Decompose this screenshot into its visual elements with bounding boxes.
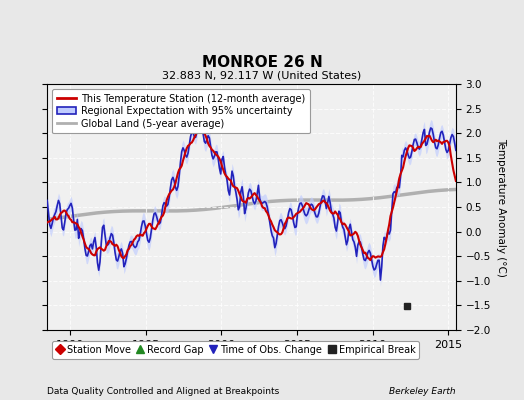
Text: MONROE 26 N: MONROE 26 N [202,55,322,70]
Text: Data Quality Controlled and Aligned at Breakpoints: Data Quality Controlled and Aligned at B… [47,387,279,396]
Y-axis label: Temperature Anomaly (°C): Temperature Anomaly (°C) [497,138,507,276]
Text: 32.883 N, 92.117 W (United States): 32.883 N, 92.117 W (United States) [162,70,362,80]
Legend: Station Move, Record Gap, Time of Obs. Change, Empirical Break: Station Move, Record Gap, Time of Obs. C… [52,341,419,359]
Text: Berkeley Earth: Berkeley Earth [389,387,456,396]
Legend: This Temperature Station (12-month average), Regional Expectation with 95% uncer: This Temperature Station (12-month avera… [52,89,310,134]
